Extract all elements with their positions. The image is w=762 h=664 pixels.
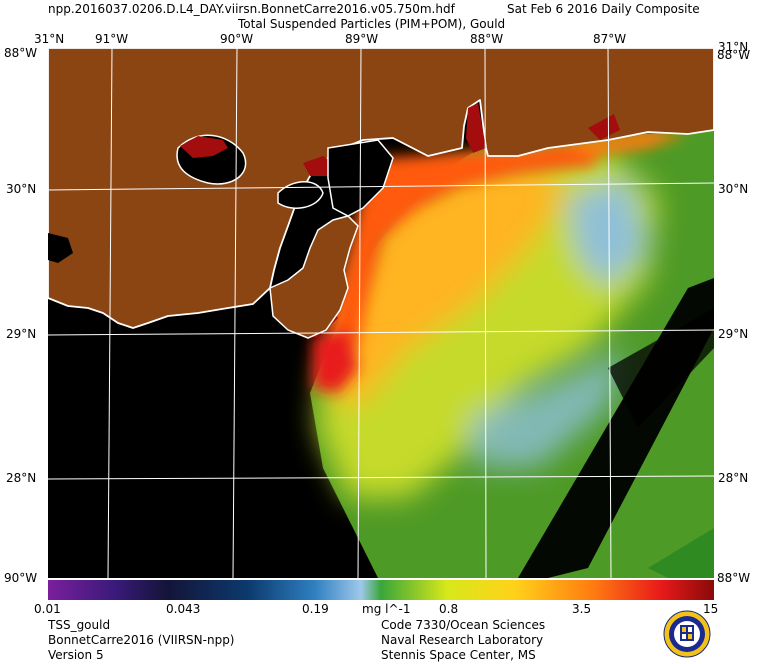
lat-label-left-29n: 29°N — [6, 327, 37, 341]
footer-right-line-2: Naval Research Laboratory — [381, 633, 544, 647]
colorbar-tick-1: 0.043 — [166, 602, 201, 616]
top-label-90w: 90°W — [220, 32, 254, 46]
colorbar-tick-4: 3.5 — [572, 602, 592, 616]
footer-left-line-2: BonnetCarre2016 (VIIRSN-npp) — [48, 633, 235, 647]
corner-label-bottom-right: 88°W — [717, 571, 751, 585]
top-label-87w: 87°W — [593, 32, 627, 46]
tss-map — [48, 48, 714, 578]
top-label-lat-right: 31°N — [718, 40, 749, 54]
colorbar-units: mg l^-1 — [362, 602, 411, 616]
nrl-logo — [663, 610, 711, 658]
footer-left-line-3: Version 5 — [48, 648, 104, 662]
lat-label-right-29n: 29°N — [718, 327, 749, 341]
top-label-lat-left: 31°N — [34, 32, 65, 46]
corner-label-top-right: 88°W — [717, 48, 751, 62]
colorbar-tick-3: 0.8 — [439, 602, 459, 616]
top-label-88w: 88°W — [470, 32, 504, 46]
lat-label-left-30n: 30°N — [6, 182, 37, 196]
corner-label-top-left: 88°W — [4, 46, 38, 60]
colorbar-tick-0: 0.01 — [34, 602, 61, 616]
lat-label-left-28n: 28°N — [6, 471, 37, 485]
product-title: Total Suspended Particles (PIM+POM), Gou… — [238, 17, 506, 31]
color-bar — [48, 580, 714, 600]
top-label-91w: 91°W — [95, 32, 129, 46]
lat-label-right-30n: 30°N — [718, 182, 749, 196]
footer-right-line-3: Stennis Space Center, MS — [381, 648, 536, 662]
corner-label-bottom-left: 90°W — [4, 571, 38, 585]
colorbar-tick-2: 0.19 — [302, 602, 329, 616]
top-label-89w: 89°W — [345, 32, 379, 46]
mississippi-delta — [269, 215, 359, 339]
footer-left-line-1: TSS_gould — [48, 618, 111, 632]
date-title: Sat Feb 6 2016 Daily Composite — [507, 2, 700, 16]
graticule — [48, 48, 714, 578]
filename-title: npp.2016037.0206.D.L4_DAY.viirsn.BonnetC… — [48, 2, 455, 16]
lat-label-right-28n: 28°N — [718, 471, 749, 485]
footer-right-line-1: Code 7330/Ocean Sciences — [381, 618, 546, 632]
colorbar-tick-5: 15 — [703, 602, 719, 616]
